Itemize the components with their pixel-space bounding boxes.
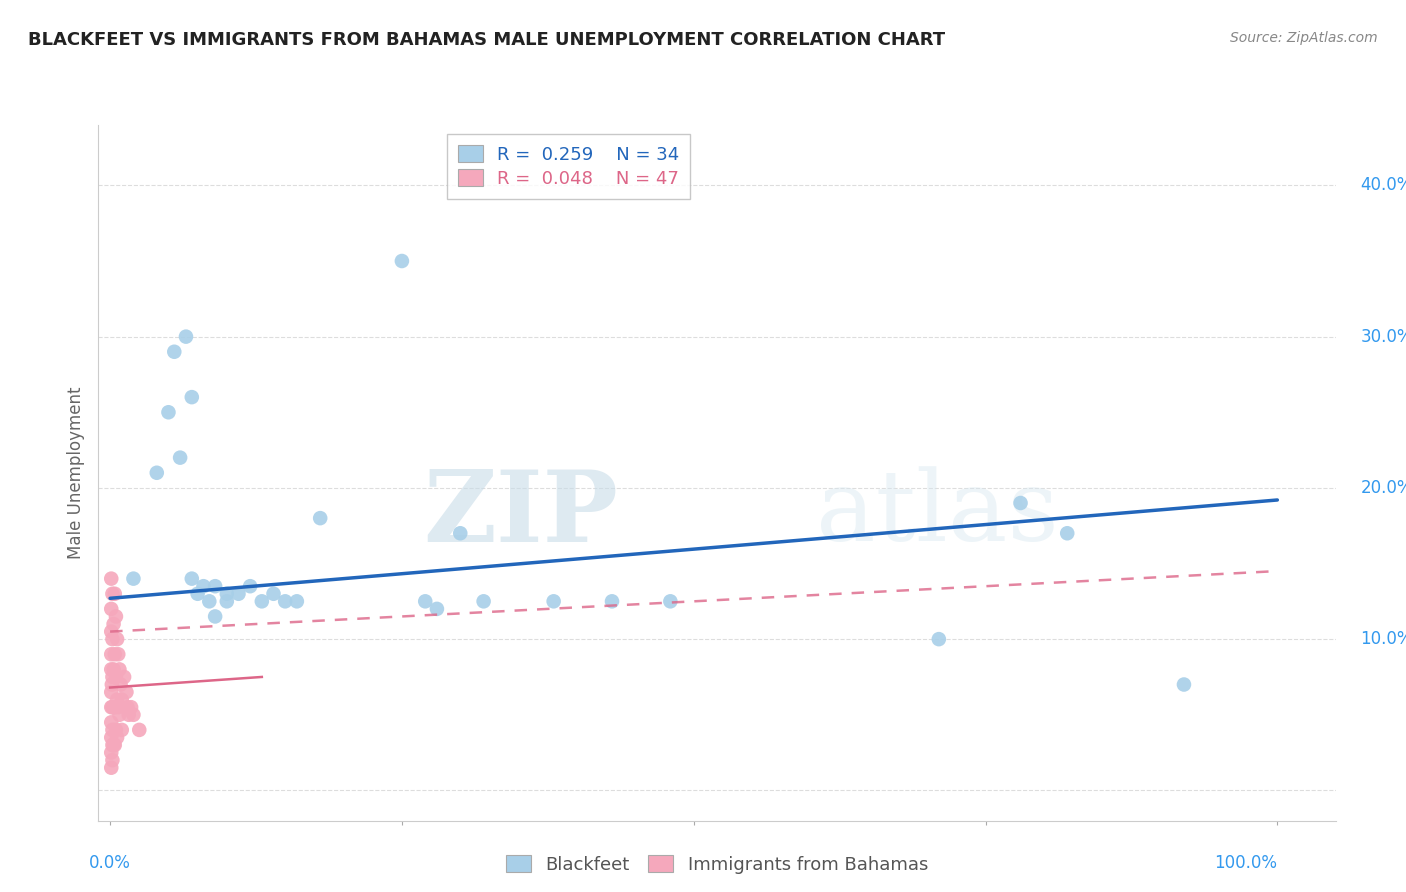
Point (107, 647, 129, 661)
Text: atlas: atlas (815, 467, 1059, 562)
Point (104, 723, 127, 737)
Point (169, 450, 191, 465)
Point (107, 700, 129, 714)
Point (100, 602, 122, 616)
Point (100, 624, 122, 639)
Point (198, 594, 221, 608)
Point (108, 707, 131, 722)
Point (104, 738, 127, 752)
Point (101, 632, 124, 647)
Point (215, 594, 238, 608)
Text: 100.0%: 100.0% (1215, 854, 1277, 872)
Point (104, 670, 127, 684)
Point (104, 587, 127, 601)
Point (100, 715, 122, 730)
Text: ZIP: ZIP (423, 466, 619, 563)
Point (104, 647, 127, 661)
Point (180, 390, 202, 404)
Point (309, 511, 332, 525)
Point (100, 761, 122, 775)
Point (111, 692, 134, 706)
Point (101, 587, 124, 601)
Point (204, 579, 226, 593)
Point (115, 685, 138, 699)
Text: 20.0%: 20.0% (1361, 479, 1406, 497)
Y-axis label: Male Unemployment: Male Unemployment (67, 386, 86, 559)
Point (101, 753, 124, 767)
Point (659, 594, 682, 608)
Point (101, 738, 124, 752)
Point (263, 587, 285, 601)
Point (1056, 526, 1078, 541)
Point (110, 677, 132, 691)
Point (101, 723, 124, 737)
Point (122, 707, 145, 722)
Point (1010, 496, 1032, 510)
Point (100, 662, 122, 676)
Text: 30.0%: 30.0% (1361, 327, 1406, 345)
Point (285, 594, 308, 608)
Point (157, 405, 180, 419)
Point (215, 587, 238, 601)
Point (174, 329, 197, 343)
Point (104, 609, 127, 624)
Point (117, 700, 139, 714)
Point (239, 579, 262, 593)
Point (146, 466, 169, 480)
Point (100, 700, 122, 714)
Point (180, 572, 202, 586)
Point (128, 723, 150, 737)
Point (228, 587, 250, 601)
Point (391, 254, 413, 268)
Point (100, 647, 122, 661)
Point (193, 579, 215, 593)
Point (543, 594, 565, 608)
Point (108, 662, 131, 676)
Point (104, 700, 127, 714)
Point (100, 746, 122, 760)
Point (103, 700, 125, 714)
Point (101, 670, 124, 684)
Text: 0.0%: 0.0% (89, 854, 131, 872)
Point (122, 572, 145, 586)
Point (100, 685, 122, 699)
Point (472, 594, 495, 608)
Point (101, 677, 124, 691)
Point (103, 738, 125, 752)
Point (449, 526, 471, 541)
Point (928, 632, 950, 647)
Point (163, 344, 186, 359)
Point (112, 670, 135, 684)
Point (426, 602, 449, 616)
Point (105, 632, 128, 647)
Text: BLACKFEET VS IMMIGRANTS FROM BAHAMAS MALE UNEMPLOYMENT CORRELATION CHART: BLACKFEET VS IMMIGRANTS FROM BAHAMAS MAL… (28, 31, 945, 49)
Point (101, 700, 124, 714)
Point (105, 692, 128, 706)
Point (100, 731, 122, 745)
Text: Source: ZipAtlas.com: Source: ZipAtlas.com (1230, 31, 1378, 45)
Point (187, 587, 209, 601)
Point (274, 594, 297, 608)
Point (250, 594, 273, 608)
Point (100, 572, 122, 586)
Point (103, 617, 125, 632)
Point (413, 594, 436, 608)
Point (120, 700, 142, 714)
Point (105, 731, 128, 745)
Point (1173, 677, 1195, 691)
Text: 40.0%: 40.0% (1361, 177, 1406, 194)
Point (204, 609, 226, 624)
Point (111, 723, 134, 737)
Point (118, 707, 141, 722)
Point (103, 662, 125, 676)
Text: 10.0%: 10.0% (1361, 630, 1406, 648)
Point (600, 594, 623, 608)
Legend: Blackfeet, Immigrants from Bahamas: Blackfeet, Immigrants from Bahamas (499, 848, 935, 881)
